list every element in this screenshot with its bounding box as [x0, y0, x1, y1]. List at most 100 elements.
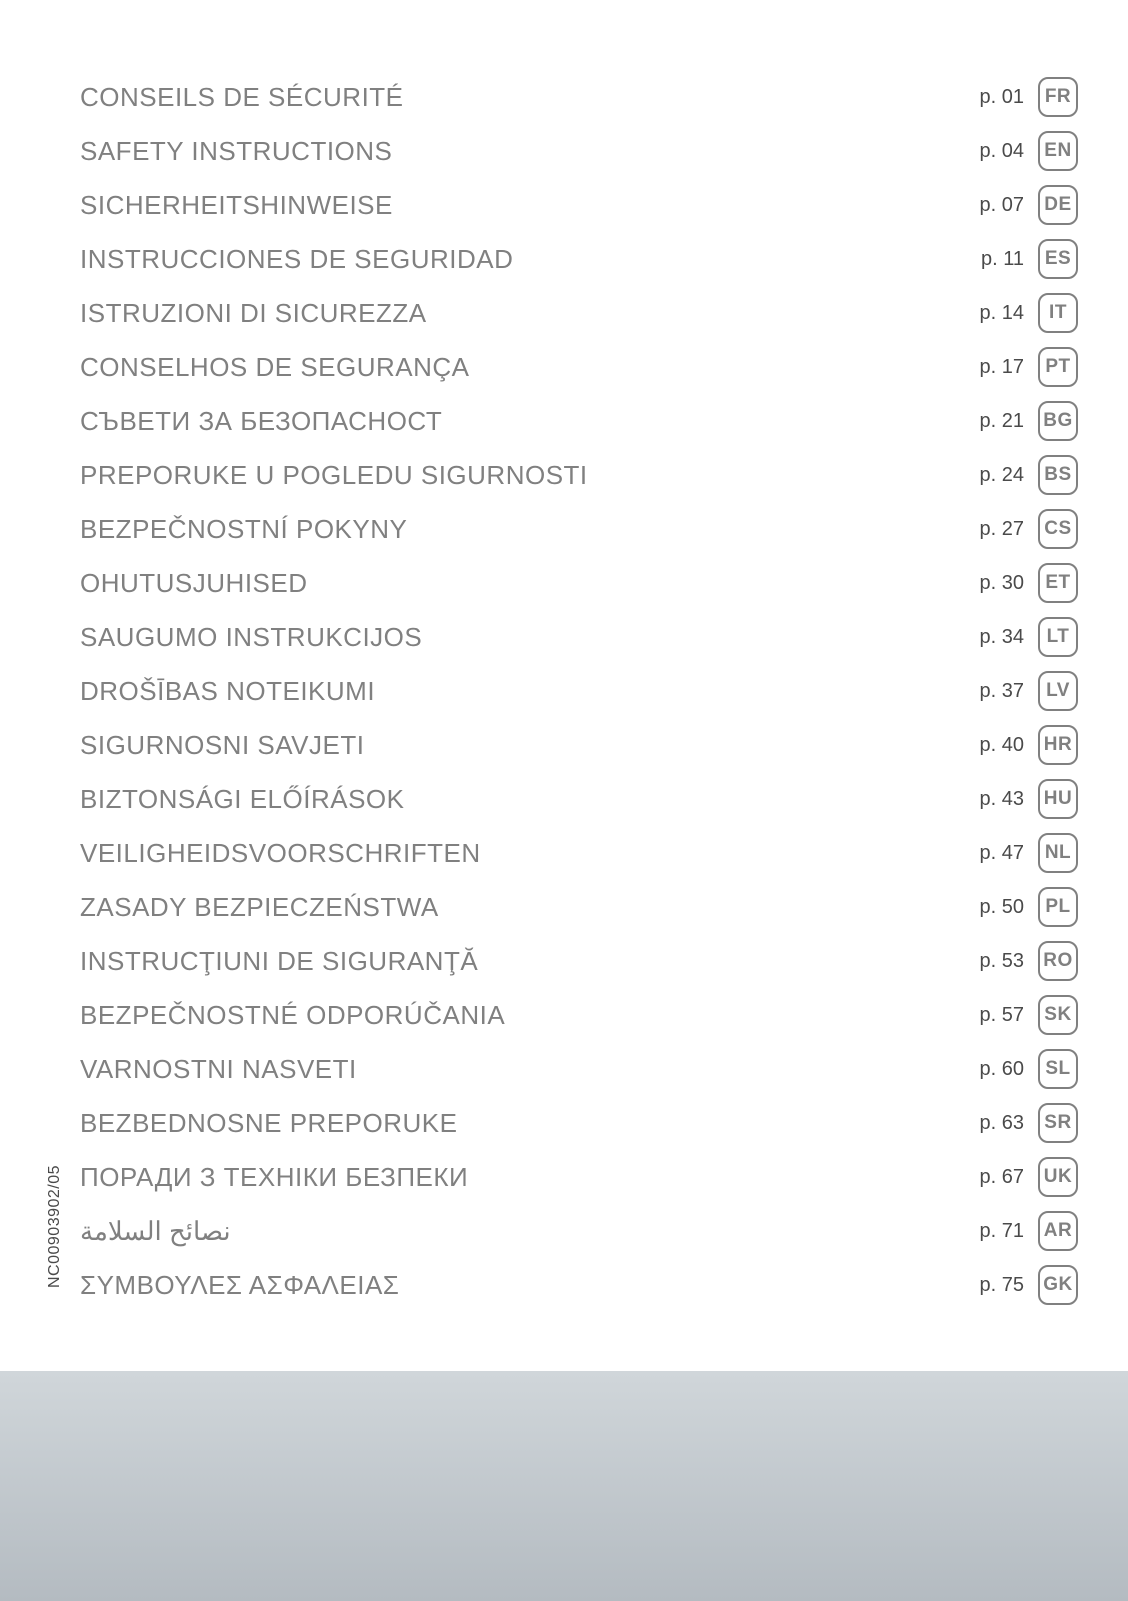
- toc-title: ПОРАДИ З ТЕХНІКИ БЕЗПЕКИ: [80, 1162, 468, 1193]
- language-badge: LT: [1038, 617, 1078, 657]
- toc-page-number: p. 30: [980, 572, 1024, 595]
- toc-page-number: p. 04: [980, 140, 1024, 163]
- toc-row: SICHERHEITSHINWEISEp. 07DE: [80, 178, 1078, 232]
- toc-title: INSTRUCCIONES DE SEGURIDAD: [80, 244, 513, 275]
- toc-row: BEZPEČNOSTNÉ ODPORÚČANIA p. 57SK: [80, 988, 1078, 1042]
- toc-page-number: p. 63: [980, 1112, 1024, 1135]
- toc-row: СЪВЕТИ ЗА БЕЗОПАСНОСТ p. 21 BG: [80, 394, 1078, 448]
- language-badge: CS: [1038, 509, 1078, 549]
- toc-right-group: p. 63 SR: [980, 1103, 1078, 1143]
- language-badge: ET: [1038, 563, 1078, 603]
- language-badge: UK: [1038, 1157, 1078, 1197]
- toc-right-group: p. 67 UK: [980, 1157, 1078, 1197]
- toc-page-number: p. 67: [980, 1166, 1024, 1189]
- toc-page-number: p. 07: [980, 194, 1024, 217]
- toc-right-group: p. 14 IT: [980, 293, 1078, 333]
- toc-title: BIZTONSÁGI ELŐÍRÁSOK: [80, 784, 405, 815]
- toc-row: SIGURNOSNI SAVJETI p. 40HR: [80, 718, 1078, 772]
- toc-row: PREPORUKE U POGLEDU SIGURNOSTIp. 24BS: [80, 448, 1078, 502]
- language-badge: FR: [1038, 77, 1078, 117]
- toc-title: ISTRUZIONI DI SICUREZZA: [80, 298, 427, 329]
- language-badge: AR: [1038, 1211, 1078, 1251]
- toc-row: BEZBEDNOSNE PREPORUKEp. 63SR: [80, 1096, 1078, 1150]
- toc-title: BEZPEČNOSTNÉ ODPORÚČANIA: [80, 1000, 505, 1031]
- toc-page-number: p. 14: [980, 302, 1024, 325]
- toc-page-number: p. 01: [980, 86, 1024, 109]
- toc-right-group: p. 34 LT: [980, 617, 1078, 657]
- toc-page-number: p. 75: [980, 1274, 1024, 1297]
- toc-right-group: p. 11 ES: [981, 239, 1078, 279]
- toc-right-group: p. 37 LV: [980, 671, 1078, 711]
- toc-right-group: p. 53 RO: [980, 941, 1078, 981]
- toc-page-number: p. 47: [980, 842, 1024, 865]
- toc-title: CONSEILS DE SÉCURITÉ: [80, 82, 404, 113]
- toc-page-number: p. 34: [980, 626, 1024, 649]
- toc-page-number: p. 17: [980, 356, 1024, 379]
- toc-title: CONSELHOS DE SEGURANÇA: [80, 352, 470, 383]
- toc-title: СЪВЕТИ ЗА БЕЗОПАСНОСТ: [80, 406, 442, 437]
- toc-page-number: p. 27: [980, 518, 1024, 541]
- toc-right-group: p. 75 GK: [980, 1265, 1078, 1305]
- language-badge: PT: [1038, 347, 1078, 387]
- toc-right-group: p. 07DE: [980, 185, 1078, 225]
- toc-row: نصائح السلامة p. 71 AR: [80, 1204, 1078, 1258]
- toc-title: ΣΥΜΒΟΥΛΕΣ ΑΣΦΑΛΕΙΑΣ: [80, 1270, 399, 1301]
- toc-row: ZASADY BEZPIECZEŃSTWAp. 50PL: [80, 880, 1078, 934]
- toc-title: VARNOSTNI NASVETI: [80, 1054, 357, 1085]
- toc-page-number: p. 57: [980, 1004, 1024, 1027]
- toc-right-group: p. 24BS: [980, 455, 1078, 495]
- language-badge: RO: [1038, 941, 1078, 981]
- footer-band: [0, 1371, 1128, 1601]
- language-badge: ES: [1038, 239, 1078, 279]
- toc-row: VEILIGHEIDSVOORSCHRIFTEN p. 47 NL: [80, 826, 1078, 880]
- toc-right-group: p. 21 BG: [980, 401, 1078, 441]
- toc-page-number: p. 21: [980, 410, 1024, 433]
- language-badge: BS: [1038, 455, 1078, 495]
- language-badge: LV: [1038, 671, 1078, 711]
- toc-row: DROŠĪBAS NOTEIKUMIp. 37LV: [80, 664, 1078, 718]
- toc-title: BEZPEČNOSTNÍ POKYNY: [80, 514, 407, 545]
- toc-title: INSTRUCŢIUNI DE SIGURANŢĂ: [80, 946, 478, 977]
- toc-title: VEILIGHEIDSVOORSCHRIFTEN: [80, 838, 481, 869]
- toc-right-group: p. 43HU: [980, 779, 1078, 819]
- toc-page-number: p. 53: [980, 950, 1024, 973]
- toc-title: OHUTUSJUHISED: [80, 568, 308, 599]
- toc-row: ПОРАДИ З ТЕХНІКИ БЕЗПЕКИ p. 67 UK: [80, 1150, 1078, 1204]
- toc-row: CONSELHOS DE SEGURANÇA p. 17 PT: [80, 340, 1078, 394]
- toc-title: ZASADY BEZPIECZEŃSTWA: [80, 892, 439, 923]
- document-code: NC00903902/05: [46, 1165, 64, 1288]
- language-badge: GK: [1038, 1265, 1078, 1305]
- toc-row: BEZPEČNOSTNÍ POKYNY p. 27 CS: [80, 502, 1078, 556]
- toc-page-number: p. 60: [980, 1058, 1024, 1081]
- toc-right-group: p. 27 CS: [980, 509, 1078, 549]
- toc-page-number: p. 11: [981, 248, 1024, 271]
- toc-row: SAFETY INSTRUCTIONS p. 04 EN: [80, 124, 1078, 178]
- language-badge: NL: [1038, 833, 1078, 873]
- toc-row: INSTRUCCIONES DE SEGURIDAD p. 11 ES: [80, 232, 1078, 286]
- toc-row: BIZTONSÁGI ELŐÍRÁSOK p. 43HU: [80, 772, 1078, 826]
- toc-right-group: p. 47 NL: [980, 833, 1078, 873]
- toc-page-number: p. 40: [980, 734, 1024, 757]
- toc-title: SAFETY INSTRUCTIONS: [80, 136, 392, 167]
- toc-right-group: p. 60SL: [980, 1049, 1078, 1089]
- language-badge: IT: [1038, 293, 1078, 333]
- toc-page-number: p. 71: [980, 1220, 1024, 1243]
- toc-row: VARNOSTNI NASVETI p. 60SL: [80, 1042, 1078, 1096]
- toc-row: ΣΥΜΒΟΥΛΕΣ ΑΣΦΑΛΕΙΑΣ p. 75 GK: [80, 1258, 1078, 1312]
- toc-page-number: p. 50: [980, 896, 1024, 919]
- toc-right-group: p. 40HR: [980, 725, 1078, 765]
- toc-right-group: p. 57SK: [980, 995, 1078, 1035]
- language-badge: EN: [1038, 131, 1078, 171]
- language-badge: HU: [1038, 779, 1078, 819]
- language-badge: SR: [1038, 1103, 1078, 1143]
- toc-row: CONSEILS DE SÉCURITÉ p. 01 FR: [80, 70, 1078, 124]
- toc-title: SAUGUMO INSTRUKCIJOS: [80, 622, 422, 653]
- toc-right-group: p. 30 ET: [980, 563, 1078, 603]
- toc-title: SIGURNOSNI SAVJETI: [80, 730, 364, 761]
- toc-row: INSTRUCŢIUNI DE SIGURANŢĂ p. 53 RO: [80, 934, 1078, 988]
- language-badge: BG: [1038, 401, 1078, 441]
- toc-page-number: p. 37: [980, 680, 1024, 703]
- toc-row: OHUTUSJUHISED p. 30 ET: [80, 556, 1078, 610]
- toc-right-group: p. 71 AR: [980, 1211, 1078, 1251]
- toc-title: نصائح السلامة: [80, 1216, 231, 1247]
